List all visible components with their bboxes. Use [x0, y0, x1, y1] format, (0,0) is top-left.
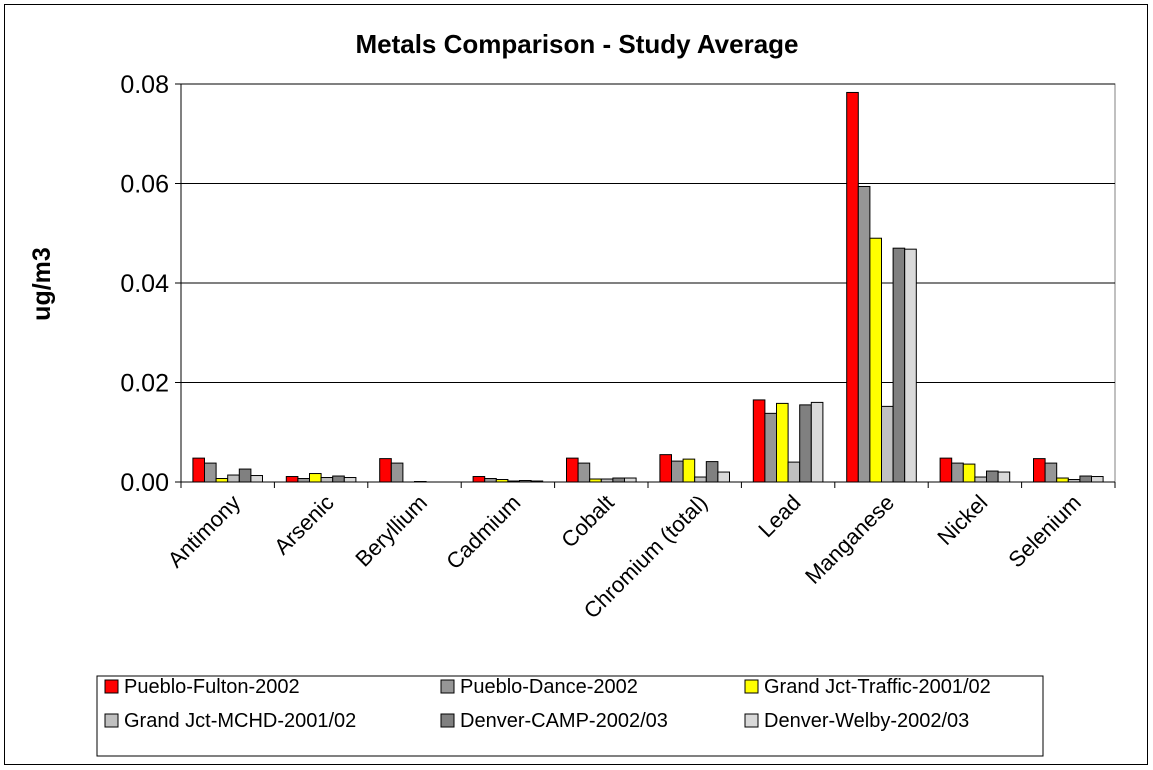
x-tick-label: Arsenic — [269, 490, 339, 560]
bar — [694, 476, 707, 483]
bar — [810, 401, 824, 483]
bar — [192, 457, 205, 483]
bar — [752, 399, 766, 483]
y-tick-label: 0.00 — [120, 469, 169, 497]
legend-label: Pueblo-Dance-2002 — [460, 676, 638, 698]
bar — [671, 460, 684, 483]
bar — [717, 471, 731, 483]
bar — [881, 405, 894, 483]
bar — [600, 478, 614, 483]
bar — [612, 477, 626, 483]
y-tick-label: 0.08 — [120, 71, 169, 99]
bar — [320, 477, 334, 483]
y-tick-label: 0.02 — [120, 370, 169, 398]
legend-swatch — [104, 679, 119, 694]
bar — [857, 185, 871, 483]
y-tick-label: 0.06 — [120, 171, 169, 199]
bar — [285, 476, 299, 483]
bar — [659, 454, 673, 483]
bar — [974, 476, 988, 483]
x-tick-label: Lead — [753, 490, 805, 542]
chart-frame: Metals Comparison - Study Average ug/m3 … — [4, 4, 1148, 765]
bar — [566, 457, 579, 483]
bar — [238, 468, 252, 483]
legend-box — [96, 675, 1044, 757]
chart-title: Metals Comparison - Study Average — [355, 29, 798, 59]
bar — [962, 463, 976, 483]
plot-area: 0.00 0.02 0.04 0.06 0.08 Antimony Arsenic Beryl… — [120, 71, 1116, 623]
x-tick-label: Cadmium — [441, 490, 525, 574]
x-tick-label: Selenium — [1003, 490, 1086, 573]
bar — [1033, 458, 1046, 483]
bar — [484, 478, 497, 483]
bar — [1079, 475, 1093, 483]
bar — [204, 462, 217, 483]
bar — [869, 237, 883, 483]
bar — [1091, 476, 1104, 483]
legend-label: Denver-CAMP-2002/03 — [460, 710, 668, 732]
bar — [1056, 477, 1069, 483]
bar — [997, 471, 1011, 483]
legend: Pueblo-Fulton-2002 Pueblo-Dance-2002 Grand… — [96, 675, 1044, 757]
bar — [495, 479, 509, 483]
bar — [309, 473, 322, 483]
legend-label: Pueblo-Fulton-2002 — [124, 676, 300, 698]
bar — [250, 475, 263, 483]
bar — [799, 404, 812, 483]
bar — [1067, 479, 1081, 483]
bar — [215, 478, 229, 483]
bar — [507, 480, 520, 483]
x-tick-label: Manganese — [800, 490, 899, 589]
bar — [787, 461, 801, 483]
x-tick-label: Cobalt — [556, 490, 619, 553]
bar — [624, 477, 637, 483]
y-tick-label: 0.04 — [120, 270, 169, 298]
bar — [589, 478, 602, 483]
bar — [951, 462, 964, 483]
x-tick-label: Antimony — [163, 490, 246, 573]
bar — [379, 458, 392, 483]
bar — [904, 248, 917, 483]
legend-swatch — [440, 679, 455, 694]
bar — [577, 462, 591, 483]
bar — [530, 480, 544, 483]
bar — [390, 462, 404, 483]
bar — [472, 476, 486, 483]
bar — [343, 477, 357, 483]
legend-label: Denver-Welby-2002/03 — [764, 710, 969, 732]
legend-swatch — [440, 713, 455, 728]
bar — [332, 475, 345, 483]
legend-swatch — [744, 679, 759, 694]
x-tick-label: Beryllium — [350, 490, 432, 572]
legend-label: Grand Jct-MCHD-2001/02 — [124, 710, 356, 732]
bar — [939, 457, 953, 483]
legend-swatch — [744, 713, 759, 728]
bar — [682, 458, 696, 483]
bar — [986, 470, 999, 483]
bar — [776, 402, 789, 483]
x-tick-label: Nickel — [932, 490, 992, 550]
bar — [227, 474, 240, 483]
bar — [892, 247, 906, 483]
legend-label: Grand Jct-Traffic-2001/02 — [764, 676, 991, 698]
bar — [705, 461, 719, 483]
y-axis-label: ug/m3 — [28, 247, 56, 321]
bar — [297, 478, 310, 483]
bar-chart: Metals Comparison - Study Average ug/m3 … — [28, 29, 1116, 757]
bar — [1044, 462, 1058, 483]
bar — [764, 412, 778, 483]
legend-swatch — [104, 713, 119, 728]
bar — [846, 91, 859, 483]
bar — [519, 480, 532, 483]
